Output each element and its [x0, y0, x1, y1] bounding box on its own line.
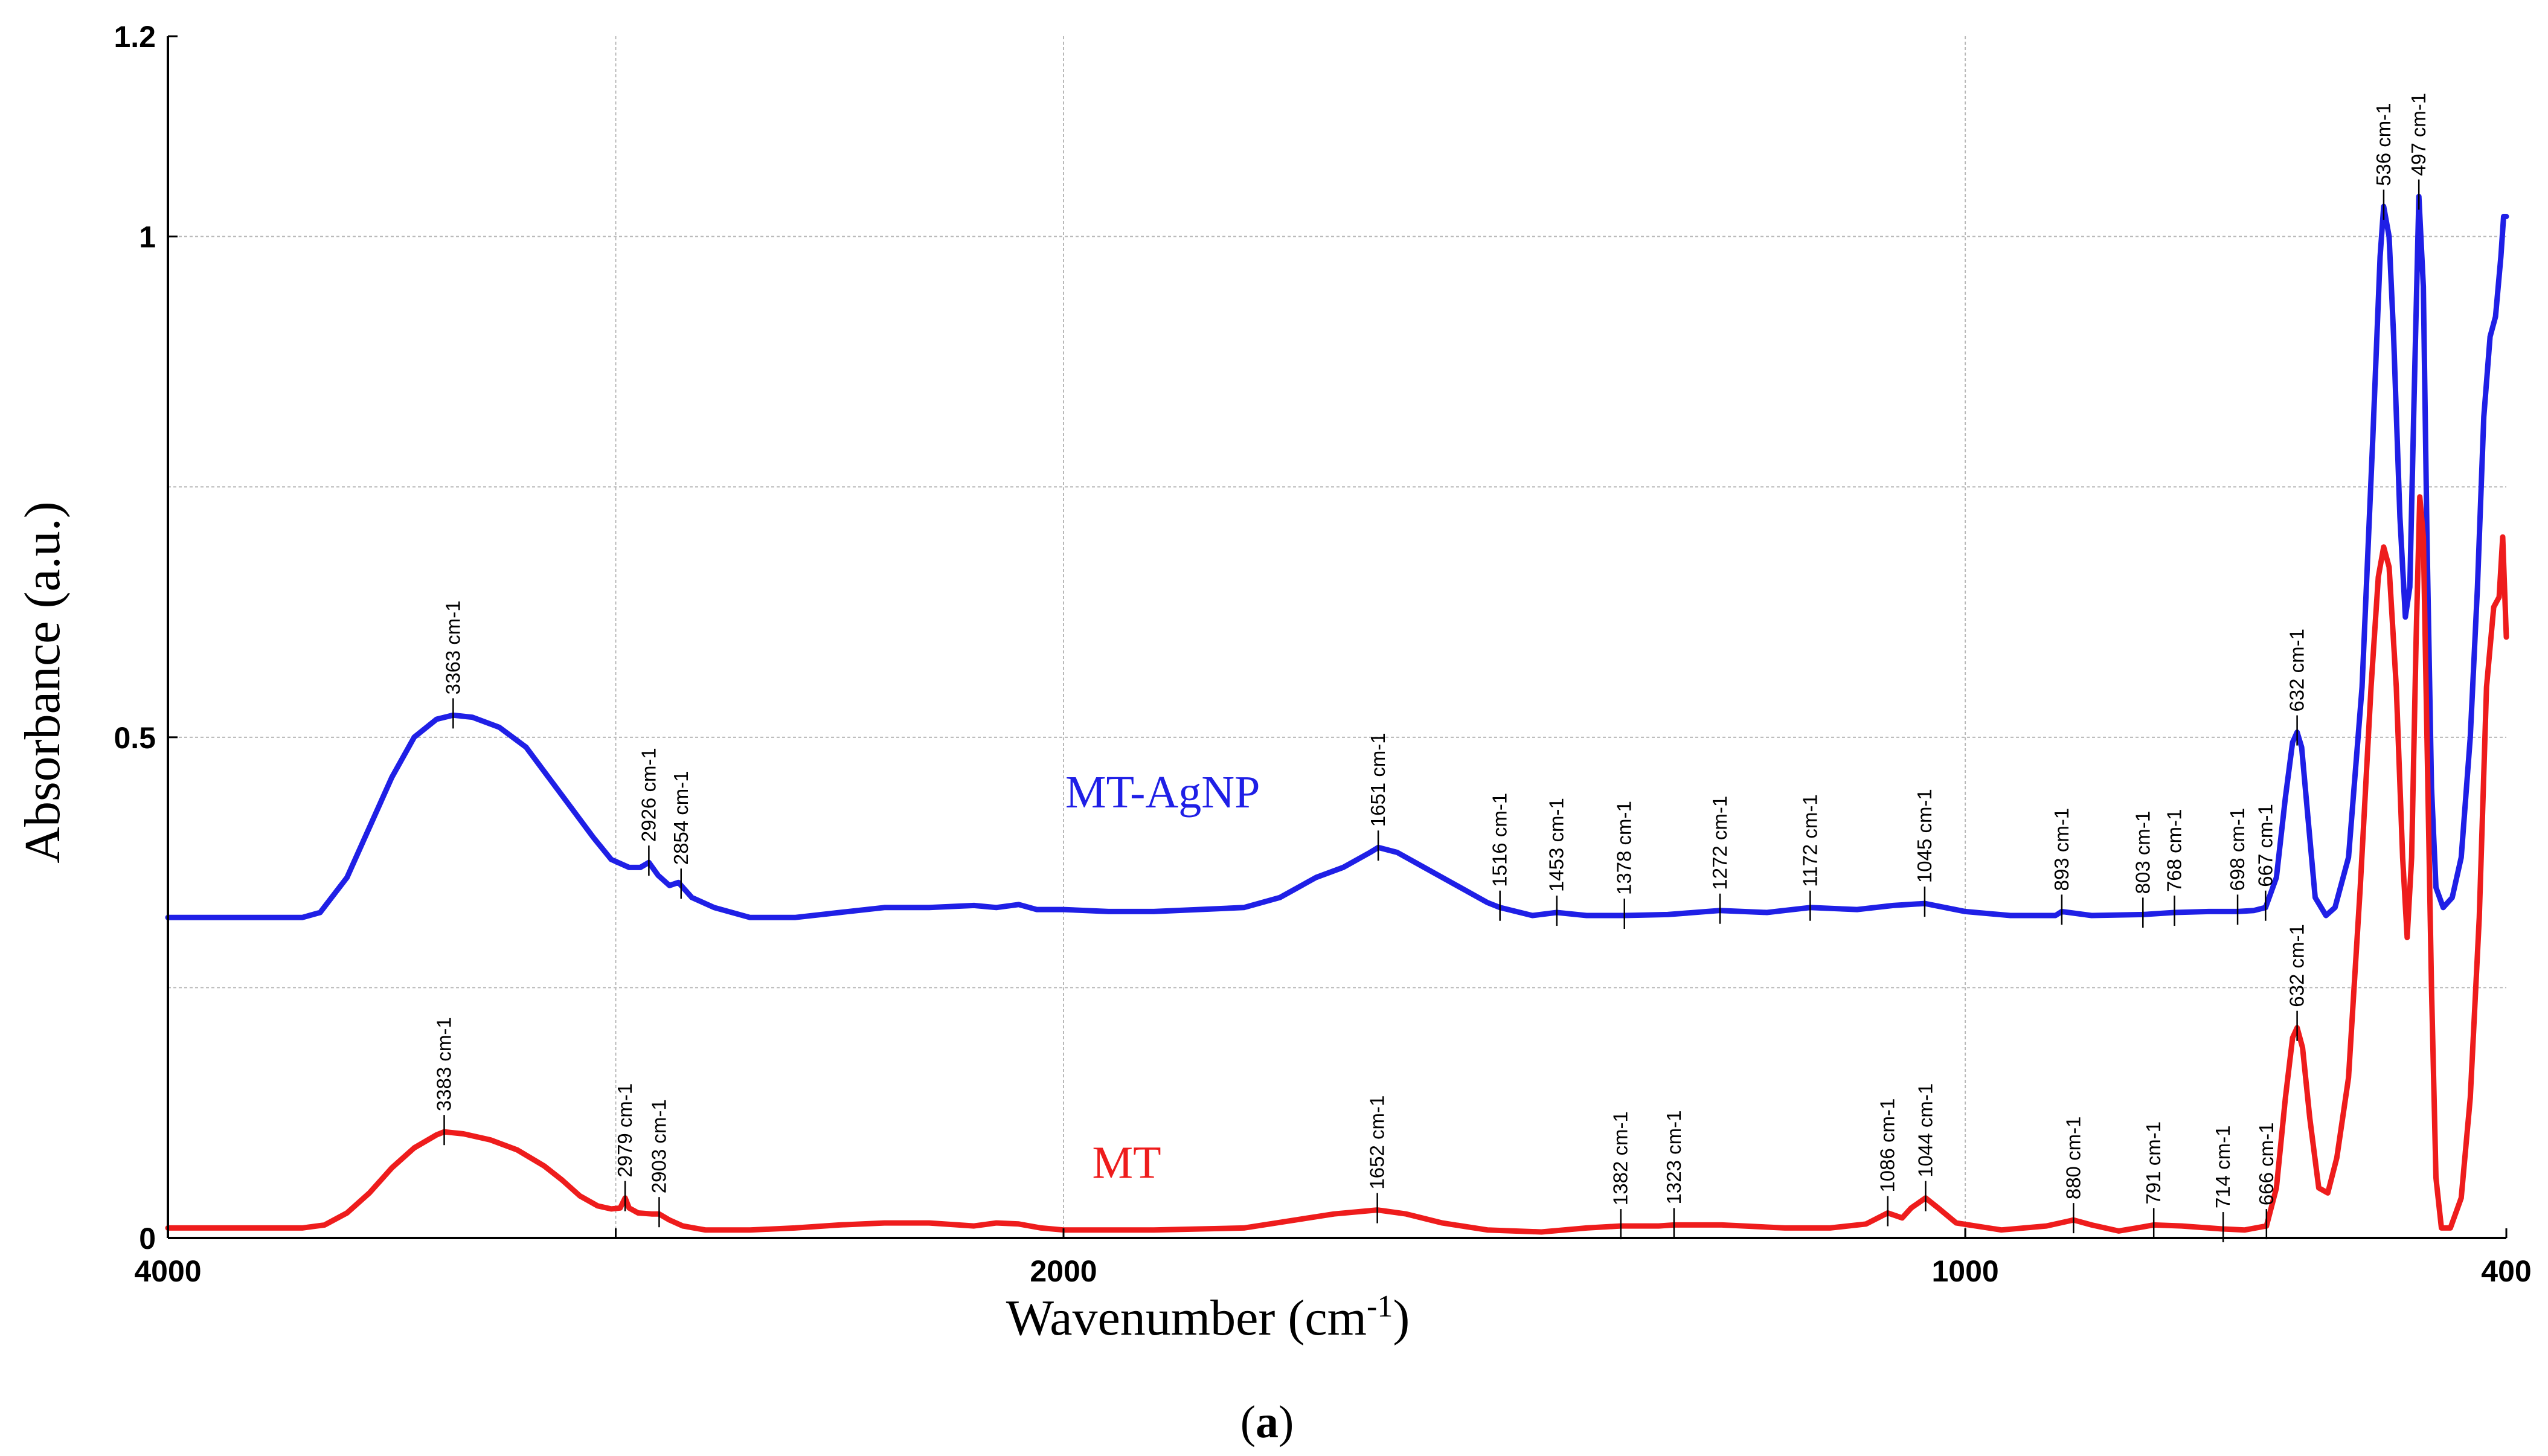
caption-open: ( [1240, 1397, 1256, 1448]
y-tick-label: 1 [139, 220, 156, 254]
series-line-mt-agnp [165, 193, 2509, 920]
peak-label: 666 cm-1 [2255, 1123, 2277, 1206]
peak-label: 632 cm-1 [2286, 629, 2308, 712]
x-axis-title: Wavenumber (cm-1) [1006, 1289, 1410, 1346]
peak-label: 1086 cm-1 [1876, 1098, 1899, 1193]
peak-label: 803 cm-1 [2131, 811, 2154, 894]
peak-label: 2903 cm-1 [647, 1099, 670, 1193]
peak-label: 1045 cm-1 [1913, 789, 1936, 883]
x-axis-title-main: Wavenumber (cm [1006, 1290, 1367, 1346]
peak-label: 3383 cm-1 [433, 1017, 455, 1111]
peak-label: 880 cm-1 [2062, 1117, 2084, 1200]
peak-annotations: 3363 cm-1 2926 cm-1 2854 cm-1 1651 cm-1 1516… [433, 93, 2430, 1243]
peak-label: 1382 cm-1 [1609, 1111, 1632, 1205]
y-tick-label: 1.2 [114, 20, 156, 54]
peak-label: 768 cm-1 [2163, 809, 2186, 892]
x-tick-label: 2000 [1030, 1254, 1097, 1288]
peak-label: 1516 cm-1 [1489, 793, 1511, 887]
series-label-mt-agnp: MT-AgNP [1065, 767, 1260, 818]
series-label-mt: MT [1093, 1138, 1161, 1188]
y-axis-title: Absorbance (a.u.) [14, 501, 71, 863]
peak-label: 632 cm-1 [2286, 924, 2308, 1007]
x-axis-title-close: ) [1393, 1290, 1410, 1346]
series-lines [165, 193, 2509, 1235]
y-tick-label: 0.5 [114, 721, 156, 755]
peak-label: 2979 cm-1 [614, 1083, 636, 1178]
peak-label: 893 cm-1 [2050, 808, 2073, 891]
series-line-mt [165, 494, 2509, 1235]
peak-label: 791 cm-1 [2142, 1121, 2165, 1205]
peak-label: 497 cm-1 [2407, 93, 2430, 176]
peak-label: 1272 cm-1 [1709, 796, 1731, 890]
peak-label: 3363 cm-1 [441, 600, 464, 694]
grid [168, 36, 2506, 1238]
peak-label: 1172 cm-1 [1799, 794, 1821, 887]
labels: MT-AgNP MT [1065, 767, 1260, 1188]
x-tick-label: 400 [2481, 1254, 2531, 1288]
peak-label: 714 cm-1 [2212, 1126, 2234, 1209]
peak-label: 1044 cm-1 [1914, 1083, 1936, 1178]
x-tick-label: 1000 [1932, 1254, 1999, 1288]
caption-close: ) [1279, 1397, 1294, 1448]
peak-label: 698 cm-1 [2226, 808, 2248, 891]
peak-label: 1378 cm-1 [1613, 801, 1635, 895]
figure-caption: (a) [1240, 1397, 1294, 1448]
y-tick-label: 0 [139, 1222, 156, 1256]
peak-label: 1651 cm-1 [1367, 733, 1389, 827]
peak-label: 1323 cm-1 [1663, 1111, 1685, 1205]
peak-label: 536 cm-1 [2372, 103, 2395, 186]
caption-letter: a [1256, 1397, 1279, 1448]
x-tick-label: 4000 [134, 1254, 201, 1288]
peak-label: 2926 cm-1 [637, 748, 659, 842]
x-axis-title-superscript: -1 [1367, 1289, 1393, 1324]
peak-label: 2854 cm-1 [670, 771, 692, 865]
peak-label: 1652 cm-1 [1366, 1095, 1388, 1190]
peak-label: 667 cm-1 [2254, 804, 2276, 887]
peak-label: 1453 cm-1 [1545, 798, 1568, 892]
